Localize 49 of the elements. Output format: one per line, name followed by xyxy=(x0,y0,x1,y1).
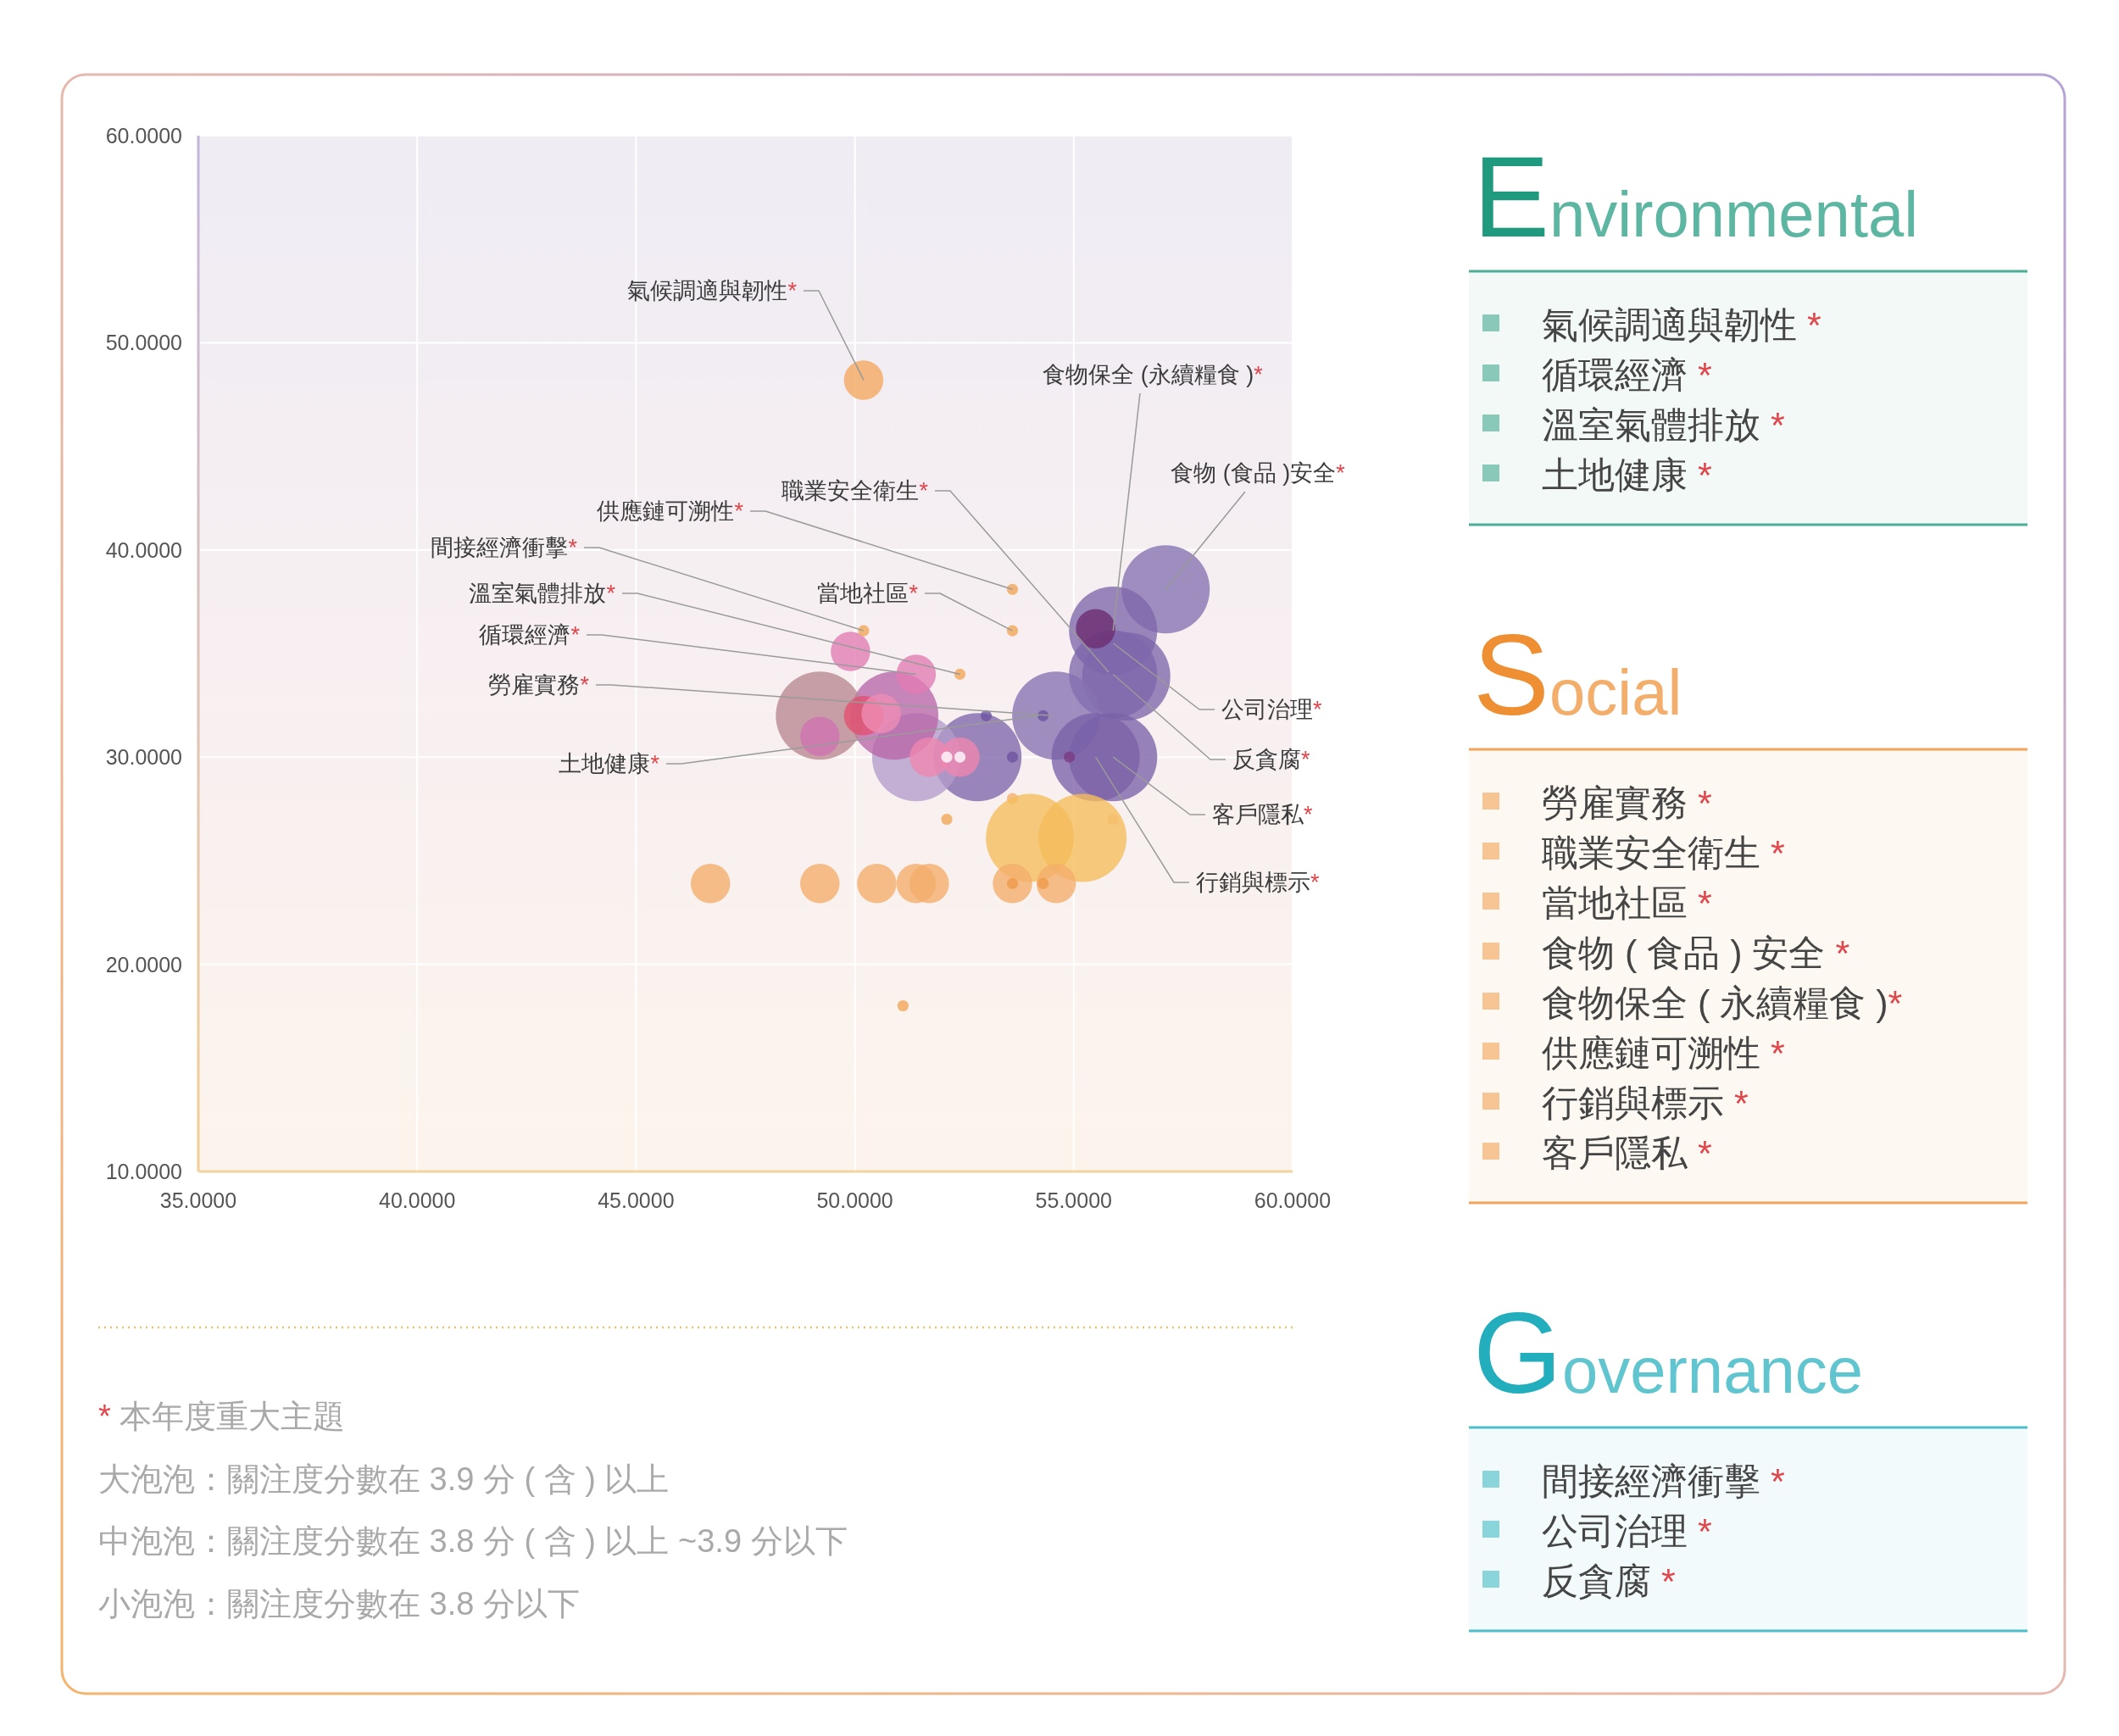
text: 大泡泡：關注度分數在 3.9 分 ( 含 ) 以上 xyxy=(98,1461,670,1497)
annotation: 供應鏈可溯性* xyxy=(597,498,744,524)
x-tick-label: 55.0000 xyxy=(1035,1188,1112,1212)
text: 行銷與標示 * xyxy=(1542,1082,1749,1123)
text: 循環經濟 * xyxy=(1542,354,1712,395)
y-tick-label: 30.0000 xyxy=(105,745,182,770)
text: 職業安全衛生 * xyxy=(1542,832,1785,873)
text: * 本年度重大主題 xyxy=(98,1399,346,1434)
annotation: 循環經濟* xyxy=(479,622,581,648)
text: 反貪腐 * xyxy=(1542,1561,1676,1601)
text: 客戶隱私 * xyxy=(1542,1132,1712,1173)
x-tick-label: 35.0000 xyxy=(159,1188,237,1212)
annotation: 職業安全衛生* xyxy=(781,478,929,504)
text: Environmental xyxy=(1473,133,1919,261)
annotation: 公司治理* xyxy=(1221,697,1322,722)
x-tick-label: 40.0000 xyxy=(379,1188,456,1212)
annotation: 反貪腐* xyxy=(1232,747,1310,772)
text: 氣候調適與韌性 * xyxy=(1542,304,1821,345)
text: 中泡泡：關注度分數在 3.8 分 ( 含 ) 以上 ~3.9 分以下 xyxy=(98,1523,848,1559)
annotation: 勞雇實務* xyxy=(488,672,590,698)
y-tick-label: 50.0000 xyxy=(105,331,182,355)
x-tick-label: 60.0000 xyxy=(1254,1188,1332,1212)
text: 溫室氣體排放 * xyxy=(1542,404,1785,445)
annotation: 間接經濟衝擊* xyxy=(431,535,578,560)
annotation: 食物 (食品 )安全* xyxy=(1171,460,1346,486)
text: 當地社區 * xyxy=(1542,882,1712,923)
y-tick-label: 40.0000 xyxy=(105,537,182,562)
x-tick-label: 45.0000 xyxy=(598,1188,675,1212)
annotation: 氣候調適與韌性* xyxy=(627,278,798,303)
annotation: 行銷與標示* xyxy=(1196,870,1320,895)
text: 供應鏈可溯性 * xyxy=(1542,1032,1785,1073)
text: 間接經濟衝擊 * xyxy=(1542,1461,1785,1501)
annotation: 溫室氣體排放* xyxy=(469,581,616,606)
y-tick-label: 10.0000 xyxy=(105,1160,182,1183)
x-tick-label: 50.0000 xyxy=(816,1188,893,1212)
text: 小泡泡：關注度分數在 3.8 分以下 xyxy=(98,1585,580,1622)
text: 勞雇實務 * xyxy=(1542,782,1712,823)
annotation: 客戶隱私* xyxy=(1212,802,1313,827)
text: 公司治理 * xyxy=(1542,1511,1712,1551)
text: Social xyxy=(1473,611,1682,739)
annotation: 土地健康* xyxy=(559,751,660,776)
text: 土地健康 * xyxy=(1542,454,1712,495)
y-tick-label: 60.0000 xyxy=(105,124,182,147)
text: 食物 ( 食品 ) 安全 * xyxy=(1542,932,1850,973)
annotation: 食物保全 (永續糧食 )* xyxy=(1043,362,1264,387)
text: 食物保全 ( 永續糧食 )* xyxy=(1542,982,1903,1023)
text: Governance xyxy=(1473,1289,1863,1417)
annotation: 當地社區* xyxy=(817,581,919,606)
y-tick-label: 20.0000 xyxy=(105,952,182,976)
